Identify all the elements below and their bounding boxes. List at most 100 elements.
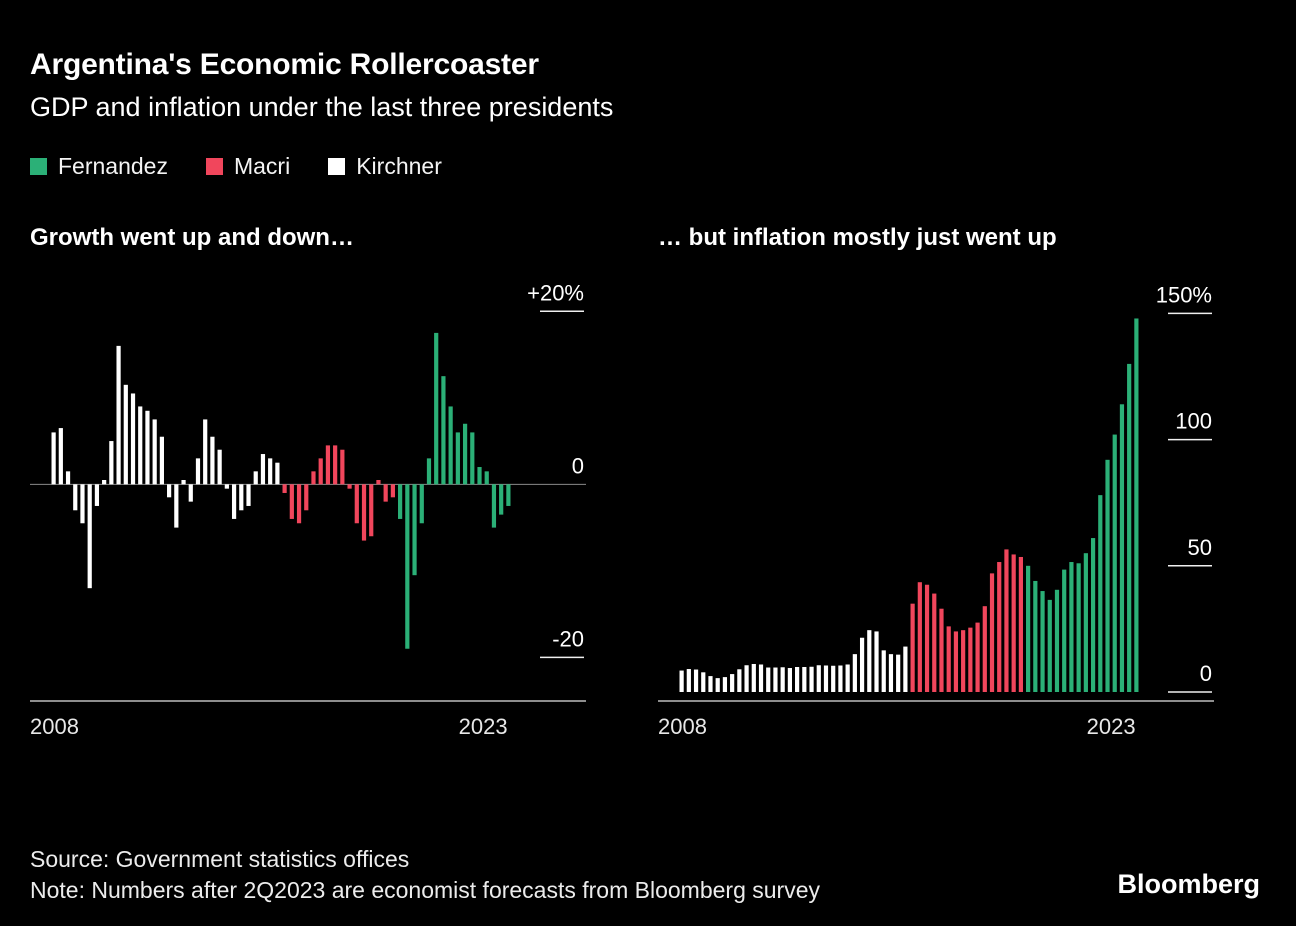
inflation-bar (1090, 538, 1096, 692)
inflation-bar (1069, 562, 1074, 692)
x-tick-label: 2008 (30, 714, 79, 736)
inflation-bar (968, 627, 973, 692)
gdp-bar (434, 332, 439, 485)
inflation-bar (867, 630, 872, 692)
inflation-bar (917, 582, 922, 692)
gdp-bar (87, 484, 92, 589)
gdp-bar (152, 419, 157, 485)
inflation-bar (1026, 565, 1031, 692)
legend-label-kirchner: Kirchner (356, 153, 442, 179)
macri-swatch-icon (205, 158, 223, 175)
gdp-bar (499, 484, 504, 515)
inflation-bar (816, 665, 821, 692)
gdp-bar (109, 441, 114, 485)
inflation-bar (693, 669, 699, 692)
gdp-bar (390, 484, 395, 498)
fernandez-swatch-icon (30, 158, 47, 175)
inflation-bar (708, 676, 713, 692)
gdp-bar (268, 458, 273, 485)
inflation-bar (946, 626, 951, 692)
gdp-bar (138, 406, 143, 485)
gdp-bar (174, 484, 179, 528)
gdp-bar (275, 462, 280, 485)
inflation-bar (1134, 318, 1139, 692)
inflation-bar (744, 665, 749, 692)
y-tick-label: -20 (552, 626, 584, 651)
inflation-bar (679, 670, 684, 692)
inflation-bar (1083, 553, 1088, 692)
gdp-bar (102, 480, 107, 485)
inflation-bar (823, 665, 829, 692)
gdp-bar (369, 484, 374, 537)
gdp-bar (455, 432, 460, 485)
inflation-chart-title: … but inflation mostly just went up (658, 224, 1057, 251)
inflation-bar (1119, 404, 1125, 692)
x-tick-label: 2023 (1087, 714, 1136, 736)
gdp-bar (412, 484, 417, 576)
gdp-bar (470, 432, 475, 485)
note-text: Note: Numbers after 2Q2023 are economist… (30, 877, 821, 903)
gdp-bar (419, 484, 424, 524)
y-tick-label: 0 (1200, 661, 1212, 686)
gdp-bar (73, 484, 78, 511)
gdp-bar (159, 436, 164, 485)
footer: Source: Government statistics offices No… (30, 844, 820, 906)
inflation-bar (722, 677, 728, 692)
gdp-bar (246, 484, 251, 506)
inflation-bar (809, 666, 814, 692)
inflation-bar (715, 678, 720, 692)
gdp-bar (239, 484, 244, 511)
inflation-bar (1105, 459, 1110, 692)
inflation-bar (802, 667, 807, 692)
gdp-bar (123, 384, 128, 485)
gdp-bar (51, 432, 56, 485)
inflation-bar (766, 667, 771, 692)
inflation-bar (896, 654, 901, 692)
gdp-bar (441, 376, 446, 485)
inflation-bar (1054, 589, 1060, 692)
gdp-bar (210, 436, 215, 485)
inflation-bar (795, 667, 800, 692)
inflation-bar (989, 573, 995, 692)
inflation-bar (686, 669, 691, 692)
legend: Fernandez Macri Kirchner (30, 153, 1266, 180)
inflation-bar (852, 654, 857, 692)
gdp-bar (188, 484, 193, 502)
gdp-bar (80, 484, 85, 524)
inflation-chart-panel: … but inflation mostly just went up 150%… (658, 224, 1214, 736)
inflation-bar (1062, 569, 1067, 692)
kirchner-swatch-icon (328, 158, 346, 175)
page-subtitle: GDP and inflation under the last three p… (30, 92, 614, 122)
inflation-chart-svg: 150% 100 50 0 2008 2023 (658, 282, 1214, 736)
inflation-bar (982, 606, 987, 692)
charts-row: Growth went up and down… +20% 0 -20 2008 202… (30, 224, 1266, 736)
gdp-chart-title: Growth went up and down… (30, 224, 354, 251)
y-tick-label: +20% (527, 280, 584, 305)
x-tick-label: 2023 (459, 714, 508, 736)
gdp-bar (376, 480, 381, 485)
gdp-bar (405, 484, 410, 649)
inflation-bar (932, 593, 937, 692)
inflation-bar (773, 667, 778, 692)
inflation-bar (1112, 434, 1117, 692)
gdp-bar (491, 484, 497, 528)
inflation-bar (975, 622, 980, 692)
gdp-bar (333, 445, 338, 485)
gdp-bar (65, 471, 71, 485)
gdp-bar (340, 449, 345, 485)
gdp-chart-panel: Growth went up and down… +20% 0 -20 2008 202… (30, 224, 586, 736)
gdp-bar (145, 410, 150, 485)
gdp-bar (130, 393, 136, 485)
gdp-bar (383, 484, 388, 502)
gdp-bar (448, 406, 453, 485)
inflation-bar (961, 630, 966, 692)
page-title: Argentina's Economic Rollercoaster (30, 48, 539, 81)
gdp-bar (506, 484, 511, 506)
inflation-bar (1098, 495, 1103, 692)
gdp-bar (231, 484, 237, 519)
legend-label-macri: Macri (233, 153, 291, 179)
legend-item-fernandez: Fernandez (30, 153, 168, 180)
gdp-bar (318, 458, 323, 485)
gdp-bar (311, 471, 316, 485)
inflation-bar (1018, 556, 1023, 692)
